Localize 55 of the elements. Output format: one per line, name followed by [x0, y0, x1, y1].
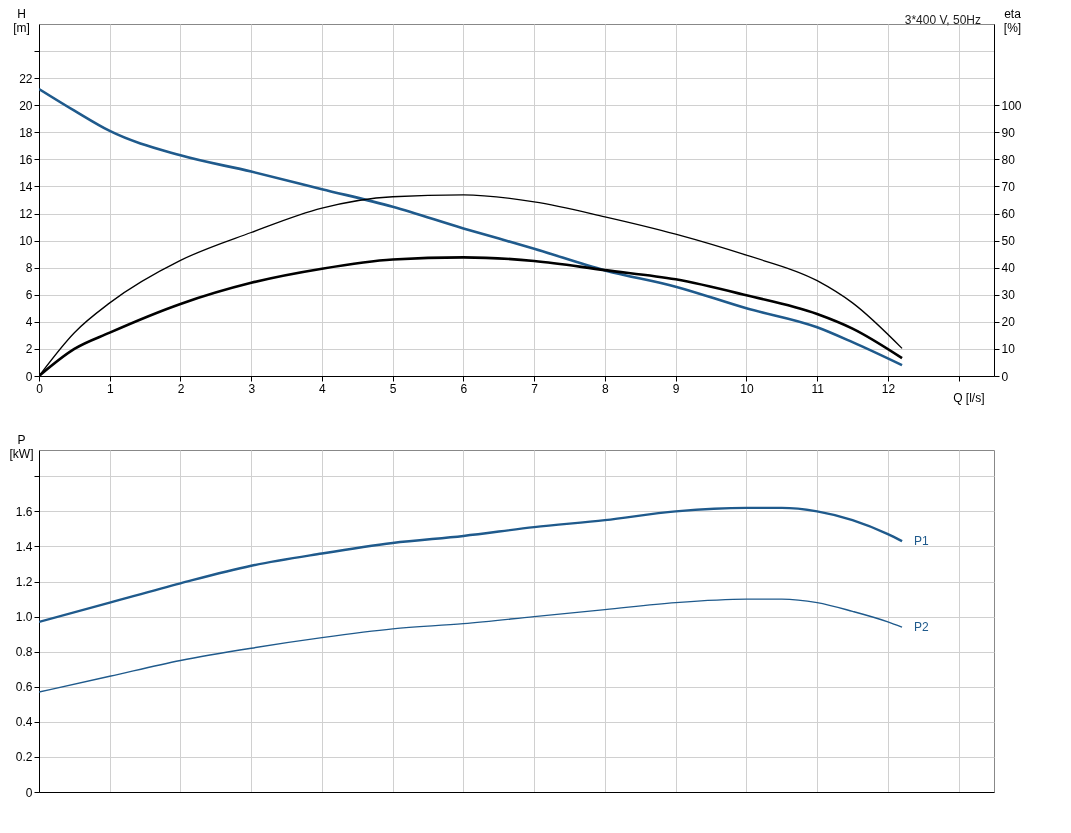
y2-tick-label: 80 [1001, 152, 1016, 167]
y-axis-title: H [m] [13, 6, 30, 35]
chart-title: 3*400 V, 50Hz [904, 13, 982, 27]
y2-tick-label: 0 [1001, 369, 1009, 384]
x-tick-label: 2 [177, 381, 185, 396]
x-tick-label: 8 [602, 381, 610, 396]
x-tick-label: 10 [740, 381, 754, 396]
x-tick-label: 6 [460, 381, 468, 396]
y2-tick-label: 50 [1001, 234, 1016, 249]
y2-axis-title: eta [%] [1003, 6, 1022, 35]
y2-tick-label: 100 [1001, 98, 1022, 113]
y2-tick-label: 90 [1001, 125, 1016, 140]
y-tick-label: 1.2 [15, 575, 33, 590]
y2-tick-label: 70 [1001, 179, 1016, 194]
y-axis-title: P [kW] [9, 432, 34, 461]
y2-tick-label: 40 [1001, 261, 1016, 276]
y-tick-label: 1.0 [15, 610, 33, 625]
y-tick-label: 1.6 [15, 504, 33, 519]
x-tick-label: 9 [672, 381, 680, 396]
line-series [39, 598, 903, 693]
y-tick-label: 4 [25, 315, 33, 330]
x-tick-label: 1 [106, 381, 114, 396]
y-tick-label: 8 [25, 261, 33, 276]
y-tick-label: 18 [19, 125, 33, 140]
x-tick-label: 3 [248, 381, 256, 396]
x-tick-label: 4 [319, 381, 327, 396]
y2-tick-label: 10 [1001, 342, 1016, 357]
line-series [39, 87, 904, 367]
y-tick-label: 1.4 [15, 539, 33, 554]
y-tick-label: 0 [25, 369, 33, 384]
y-tick-label: 10 [19, 234, 33, 249]
y-tick-label: 0.2 [15, 750, 33, 765]
y-tick-label: 14 [19, 179, 33, 194]
series-label: P2 [914, 620, 930, 635]
x-tick-label: 12 [881, 381, 896, 396]
y-tick-label: 20 [19, 98, 33, 113]
y-tick-label: 0.6 [15, 680, 33, 695]
y2-tick-label: 20 [1001, 315, 1016, 330]
x-axis-title: Q [l/s] [953, 390, 985, 405]
y-tick-label: 0.8 [15, 645, 33, 660]
y-tick-label: 0.4 [15, 715, 33, 730]
y-tick-label: 12 [19, 207, 33, 222]
y-tick-label: 6 [25, 288, 33, 303]
y2-tick-label: 30 [1001, 288, 1016, 303]
y2-tick-label: 60 [1001, 207, 1016, 222]
y-tick-label: 16 [19, 152, 33, 167]
x-tick-label: 5 [389, 381, 397, 396]
line-series [39, 506, 904, 624]
series-label: P1 [914, 534, 930, 549]
y-tick-label: 22 [19, 71, 33, 86]
x-tick-label: 11 [811, 381, 825, 396]
x-tick-label: 0 [36, 381, 44, 396]
x-tick-label: 7 [531, 381, 539, 396]
y-tick-label: 2 [25, 342, 33, 357]
y-tick-label: 0 [25, 785, 33, 800]
